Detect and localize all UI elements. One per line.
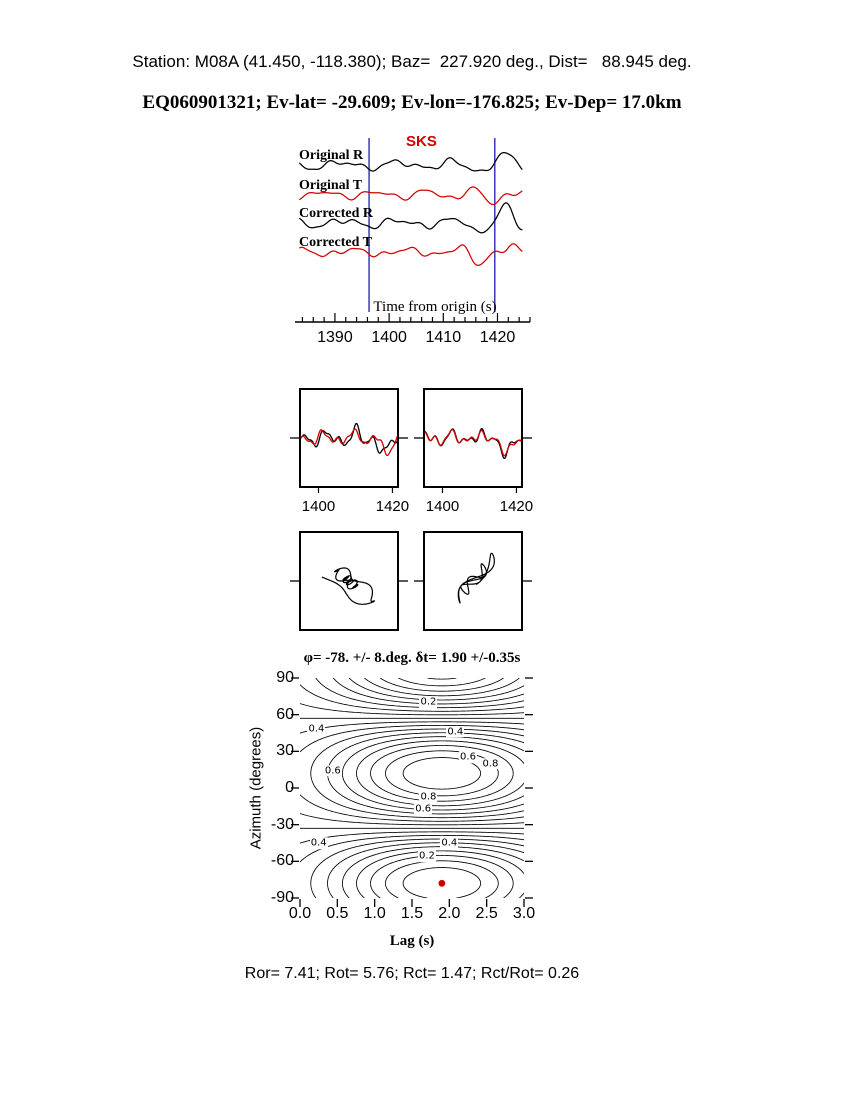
lag-tick-label: 1.0 xyxy=(363,905,386,922)
trace-label-original-t: Original T xyxy=(299,178,363,193)
best-solution-dot xyxy=(438,879,446,887)
component-trace xyxy=(300,428,398,457)
component-trace xyxy=(424,428,522,457)
time-axis-tick-label: 1400 xyxy=(371,329,407,346)
contour-value-label: 0.2 xyxy=(419,696,438,709)
lag-tick-label: 0.5 xyxy=(326,905,349,922)
contour-value-label: 0.4 xyxy=(307,723,326,736)
particle-motion-corrected xyxy=(457,552,495,604)
energy-map-title: φ= -78. +/- 8.deg. δt= 1.90 +/-0.35s xyxy=(303,650,521,666)
azimuth-tick-label: -30 xyxy=(270,815,294,833)
contour-value-label: 0.6 xyxy=(459,751,477,764)
contour-value-label: 0.6 xyxy=(414,803,433,815)
comparison-tick-label: 1420 xyxy=(499,498,534,515)
comparison-tick-label: 1400 xyxy=(301,498,336,515)
waveform-trace xyxy=(299,186,523,206)
contour-value-label: 0.8 xyxy=(481,757,500,770)
comparison-box xyxy=(299,388,399,488)
comparison-tick-label: 1420 xyxy=(375,498,410,515)
contour-value-label: 0.6 xyxy=(323,765,342,777)
stats-line: Ror= 7.41; Rot= 5.76; Rct= 1.47; Rct/Rot… xyxy=(244,965,580,982)
lag-tick-label: 2.0 xyxy=(438,905,461,922)
time-axis-tick-label: 1420 xyxy=(479,329,516,346)
azimuth-tick-label: 0 xyxy=(285,778,294,796)
waveform-trace xyxy=(299,243,523,267)
lag-tick-label: 0.0 xyxy=(288,905,312,922)
time-axis-tick-label: 1390 xyxy=(317,329,353,346)
event-title: EQ060901321; Ev-lat= -29.609; Ev-lon=-17… xyxy=(142,92,682,113)
trace-label-corrected-t: Corrected T xyxy=(299,235,372,250)
particle-motion-box xyxy=(423,531,523,631)
trace-label-corrected-r: Corrected R xyxy=(299,206,373,221)
lag-tick-label: 1.5 xyxy=(400,905,424,922)
waveform-trace xyxy=(299,202,523,234)
particle-motion-uncorrected xyxy=(321,567,376,605)
contour-value-label: 0.4 xyxy=(440,837,459,849)
lag-tick-label: 3.0 xyxy=(512,905,536,922)
comparison-tick-label: 1400 xyxy=(425,498,460,515)
azimuth-tick-label: 90 xyxy=(276,668,294,686)
contour-value-label: 0.4 xyxy=(309,837,328,849)
component-trace xyxy=(300,422,398,454)
contour-value-label: 0.2 xyxy=(417,850,436,863)
lag-tick-label: 2.5 xyxy=(475,905,498,922)
azimuth-axis-title: Azimuth (degrees) xyxy=(247,726,265,850)
azimuth-tick-label: -60 xyxy=(270,852,294,870)
trace-label-original-r: Original R xyxy=(299,148,364,163)
energy-map-canvas xyxy=(300,678,524,898)
phase-label-sks: SKS xyxy=(406,133,437,150)
time-axis-tick-label: 1410 xyxy=(425,329,462,346)
page-title: Station: M08A (41.450, -118.380); Baz= 2… xyxy=(132,52,692,71)
lag-axis-title: Lag (s) xyxy=(389,933,435,949)
time-axis-title: Time from origin (s) xyxy=(373,299,497,315)
contour-value-label: 0.4 xyxy=(446,726,465,738)
azimuth-tick-label: -90 xyxy=(270,888,294,906)
azimuth-tick-label: 30 xyxy=(276,742,294,760)
azimuth-tick-label: 60 xyxy=(276,705,294,723)
contour-value-label: 0.8 xyxy=(419,790,438,803)
waveform-trace xyxy=(299,151,523,172)
